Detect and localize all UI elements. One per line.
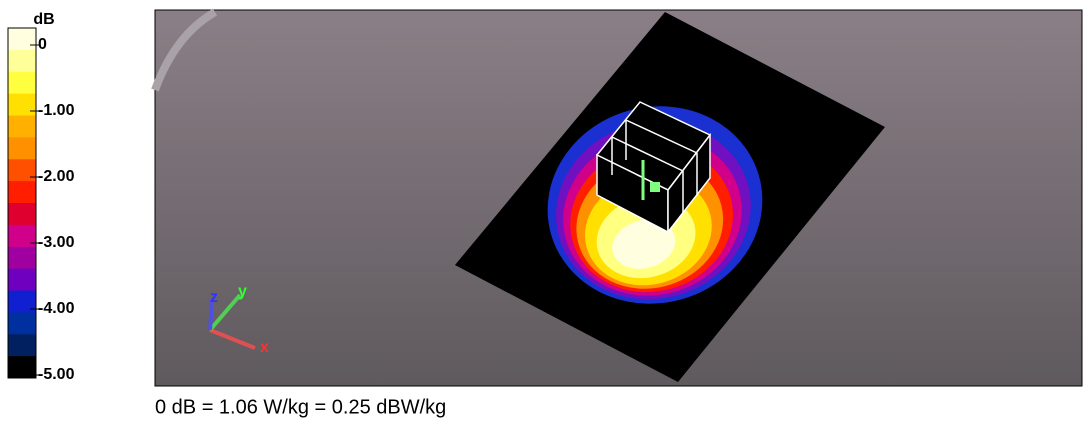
colorbar-tick-label: -5.00 [38, 366, 75, 383]
colorbar-band [8, 159, 36, 182]
colorbar-band [8, 28, 36, 51]
colorbar-band [8, 268, 36, 291]
zoom-cube [595, 101, 712, 235]
phantom-edge [151, 8, 218, 92]
colorbar-band [8, 290, 36, 313]
colorbar-band [8, 246, 36, 270]
colorbar-band [8, 203, 36, 226]
axis-triad: x y z [208, 283, 269, 356]
colorbar-band [8, 312, 36, 335]
axis-x-label: x [260, 339, 269, 356]
colorbar-band [8, 49, 36, 73]
colorbar-band [8, 224, 36, 248]
colorbar-band [8, 356, 36, 379]
colorbar-band [8, 137, 36, 160]
peak-marker [650, 182, 660, 192]
caption: 0 dB = 1.06 W/kg = 0.25 dBW/kg [155, 396, 446, 418]
colorbar-band [8, 115, 36, 138]
colorbar-tick-label: -4.00 [38, 300, 75, 317]
axis-z-label: z [210, 289, 218, 306]
colorbar-band [8, 71, 36, 95]
colorbar-tick-label: -1.00 [38, 102, 75, 119]
colorbar-unit: dB [33, 11, 54, 28]
colorbar-tick-label: -3.00 [38, 234, 75, 251]
colorbar-band [8, 181, 36, 204]
viewport: x y z [151, 8, 1083, 387]
colorbar-tick-label: -2.00 [38, 168, 75, 185]
colorbar-frame [7, 27, 37, 379]
colorbar-band [8, 93, 36, 116]
colorbar [8, 28, 36, 379]
colorbar-band [8, 334, 36, 357]
axis-y-label: y [238, 283, 247, 300]
colorbar-tick-label: 0 [38, 36, 47, 53]
